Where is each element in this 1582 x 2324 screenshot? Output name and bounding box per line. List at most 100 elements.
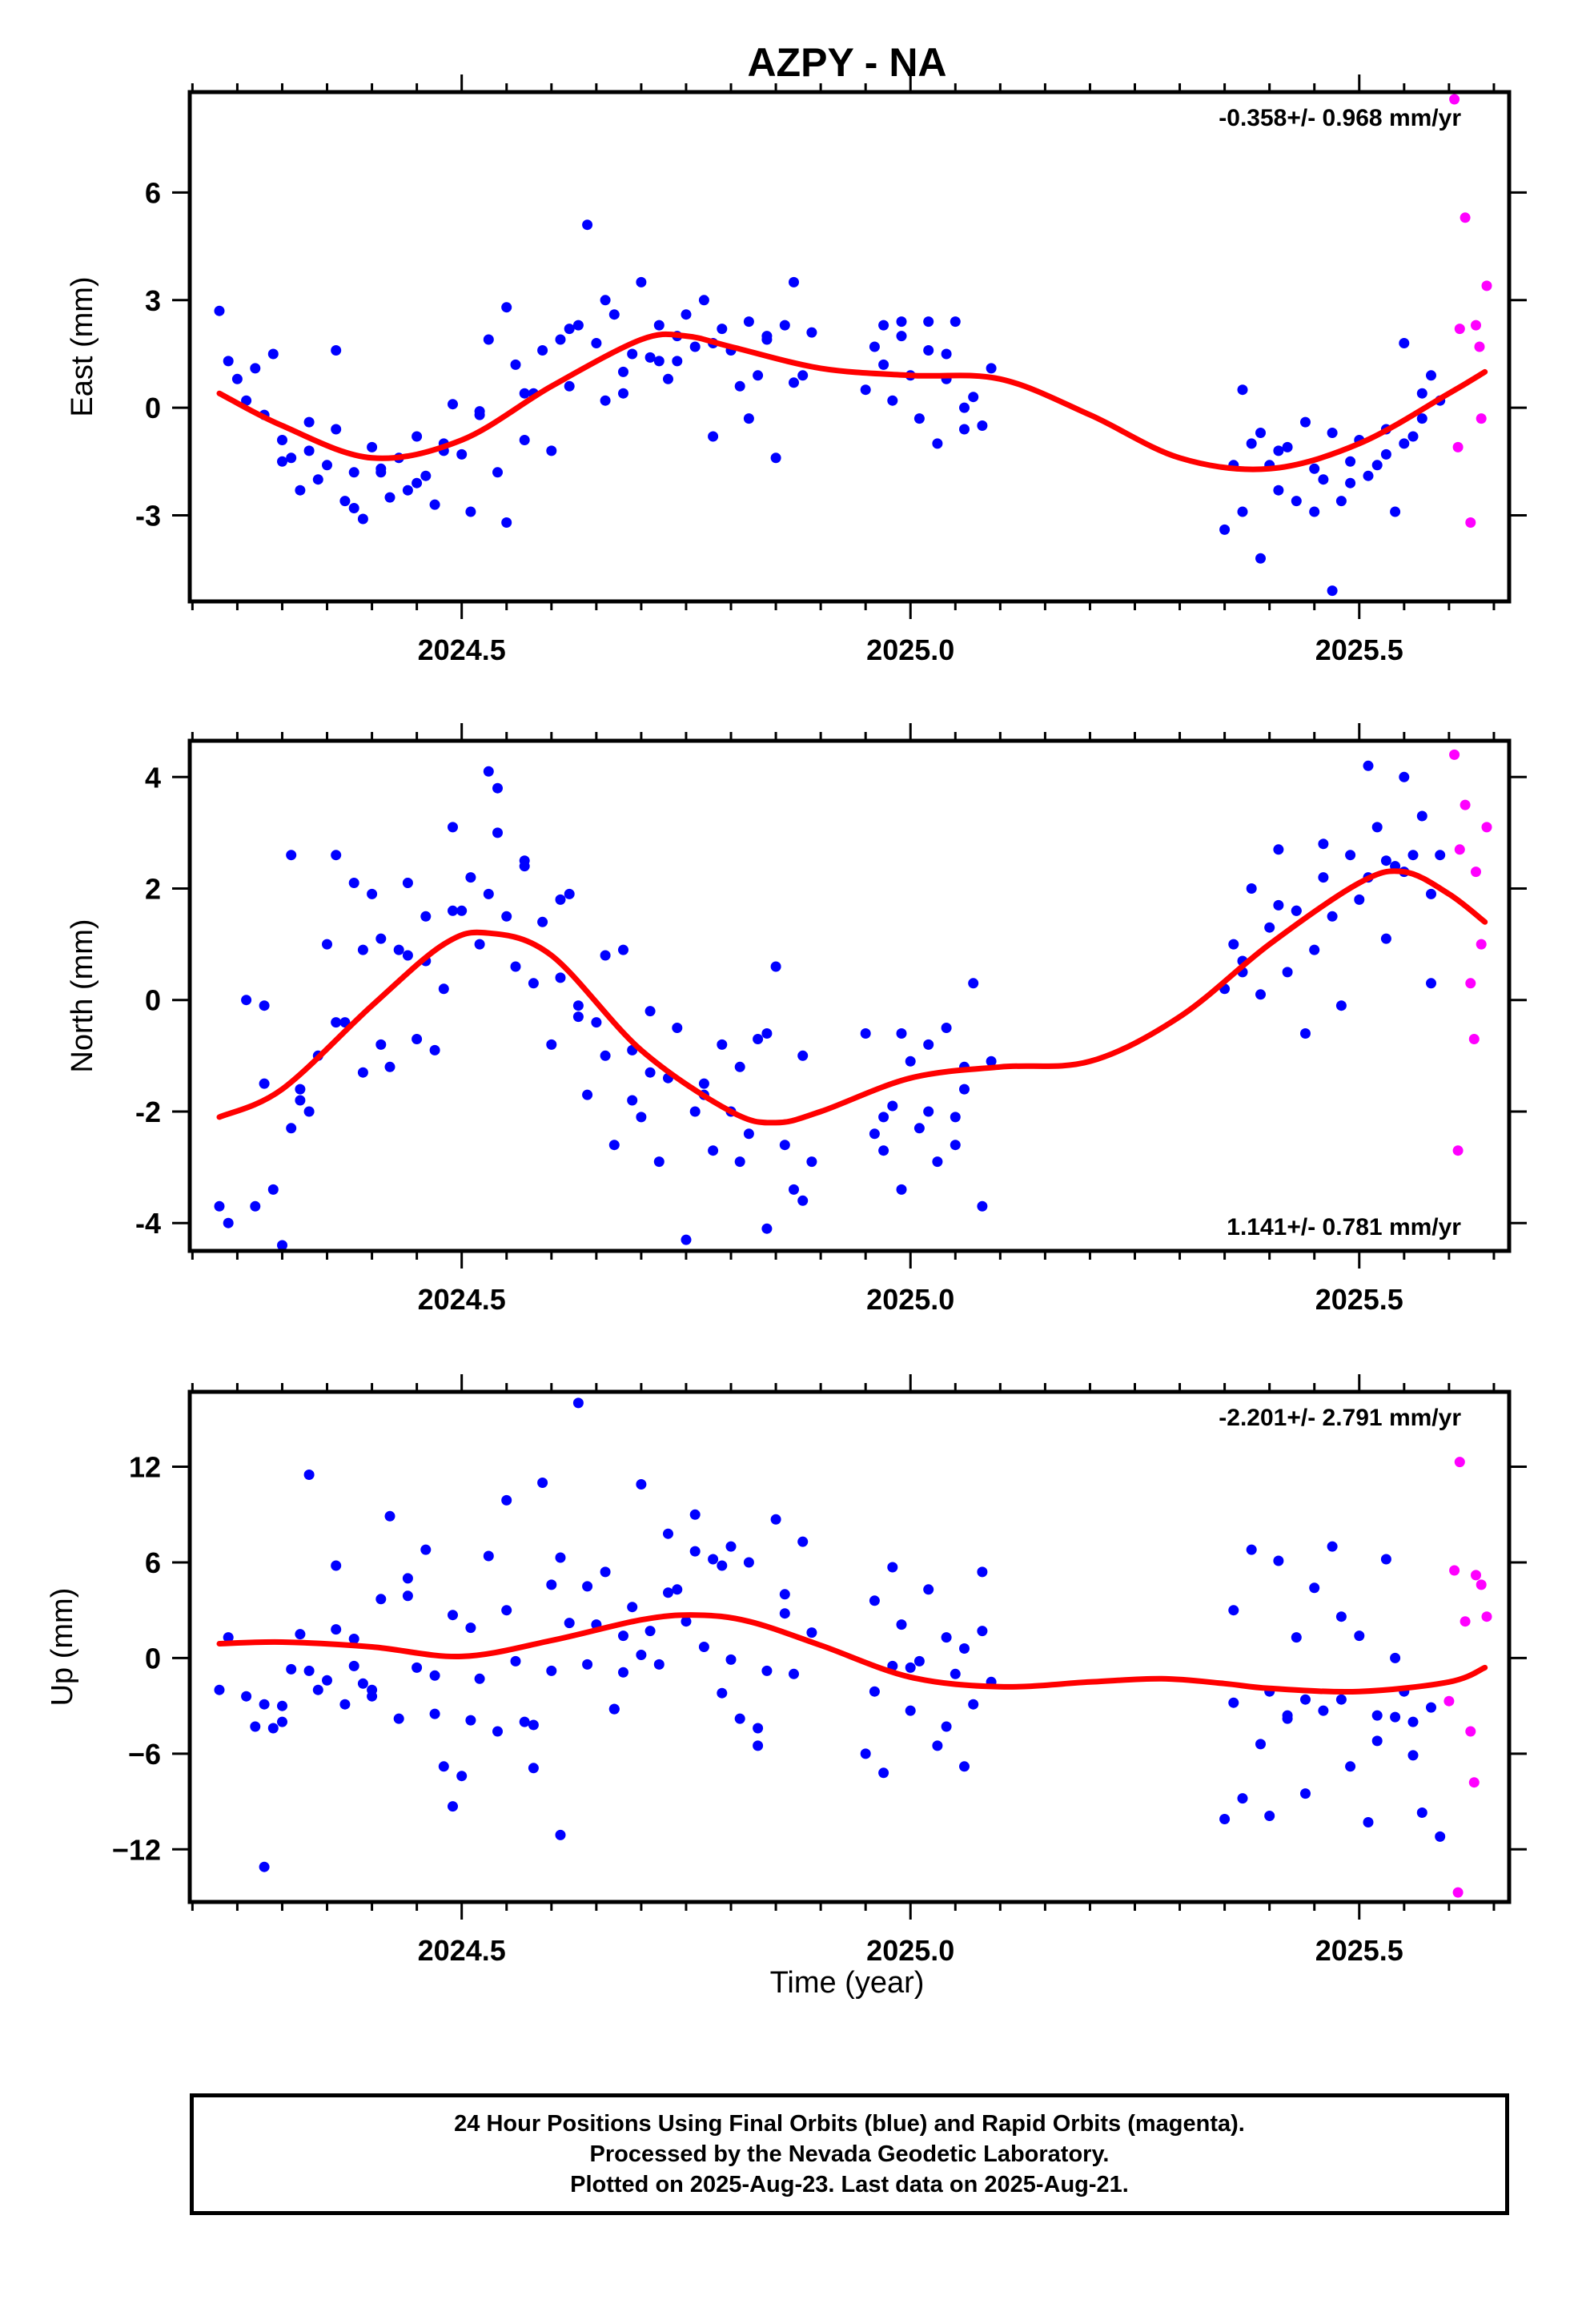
final-orbit-point	[375, 1594, 387, 1605]
x-tick-label: 2025.0	[866, 633, 954, 666]
final-orbit-point	[223, 1632, 234, 1643]
final-orbit-point	[1354, 1630, 1365, 1642]
y-tick-label: 2	[145, 872, 161, 905]
final-orbit-point	[1246, 438, 1257, 449]
final-orbit-point	[465, 506, 476, 517]
final-orbit-point	[789, 377, 799, 388]
final-orbit-point	[393, 1713, 404, 1724]
final-orbit-point	[295, 1084, 306, 1095]
final-orbit-point	[977, 420, 988, 431]
final-orbit-point	[717, 1039, 728, 1050]
final-orbit-point	[896, 331, 907, 342]
rapid-orbit-point	[1443, 1695, 1455, 1707]
final-orbit-point	[986, 1055, 997, 1067]
final-orbit-point	[698, 1642, 709, 1652]
final-orbit-point	[1273, 1555, 1284, 1566]
final-orbit-point	[214, 1684, 225, 1695]
final-orbit-point	[259, 1699, 270, 1710]
final-orbit-point	[348, 503, 359, 513]
x-tick-label: 2024.5	[418, 1934, 506, 1967]
final-orbit-point	[572, 1397, 584, 1409]
final-orbit-point	[555, 334, 566, 345]
final-orbit-point	[941, 1632, 952, 1643]
final-orbit-point	[653, 356, 665, 367]
final-orbit-point	[277, 1700, 287, 1711]
final-orbit-point	[1426, 888, 1436, 899]
final-orbit-point	[1246, 1544, 1257, 1555]
final-orbit-point	[761, 1223, 773, 1234]
final-orbit-point	[1335, 496, 1347, 507]
final-orbit-point	[510, 359, 521, 370]
final-orbit-point	[1390, 1711, 1401, 1723]
final-orbit-point	[1264, 1811, 1275, 1821]
final-orbit-point	[1300, 1028, 1311, 1039]
final-orbit-point	[348, 1634, 359, 1644]
final-orbit-point	[483, 1550, 494, 1562]
final-orbit-point	[1318, 872, 1329, 883]
final-orbit-point	[1255, 428, 1266, 438]
final-orbit-point	[384, 1510, 396, 1522]
final-orbit-point	[1363, 1817, 1374, 1827]
final-orbit-point	[375, 463, 387, 474]
final-orbit-point	[968, 392, 979, 403]
final-orbit-point	[689, 1509, 701, 1520]
final-orbit-point	[618, 366, 628, 377]
final-orbit-point	[1255, 1739, 1266, 1750]
rapid-orbit-point	[1471, 320, 1481, 331]
final-orbit-point	[331, 850, 342, 861]
final-orbit-point	[1228, 939, 1239, 950]
final-orbit-point	[402, 878, 413, 888]
rapid-orbit-point	[1449, 1565, 1460, 1576]
final-orbit-point	[591, 338, 602, 348]
final-orbit-point	[1335, 1000, 1347, 1011]
final-orbit-point	[357, 1678, 368, 1689]
plot-frame-up	[187, 1389, 1512, 1904]
final-orbit-point	[286, 452, 297, 464]
final-orbit-point	[636, 1479, 647, 1490]
final-orbit-point	[429, 499, 440, 510]
final-orbit-point	[322, 1675, 332, 1686]
final-orbit-point	[689, 341, 701, 352]
y-tick-label: 3	[145, 284, 161, 317]
final-orbit-point	[959, 1643, 970, 1654]
final-orbit-point	[636, 1650, 647, 1660]
final-orbit-point	[779, 1589, 790, 1600]
y-axis-label-up: Up (mm)	[46, 1588, 79, 1707]
final-orbit-point	[1246, 883, 1257, 894]
final-orbit-point	[1327, 911, 1338, 922]
final-orbit-point	[456, 905, 468, 916]
x-tick-label: 2024.5	[418, 1283, 506, 1316]
final-orbit-point	[878, 1767, 889, 1779]
final-orbit-point	[950, 1668, 961, 1679]
final-orbit-point	[267, 1184, 279, 1195]
x-tick-label: 2025.0	[866, 1283, 954, 1316]
final-orbit-point	[950, 316, 961, 328]
final-orbit-point	[1327, 1541, 1338, 1552]
final-orbit-point	[600, 950, 611, 961]
final-orbit-point	[1255, 989, 1266, 1000]
final-orbit-point	[582, 1659, 593, 1670]
final-orbit-point	[644, 352, 656, 363]
model-curve	[216, 1612, 1488, 1695]
final-orbit-point	[878, 1112, 889, 1123]
final-orbit-point	[779, 1608, 790, 1619]
final-orbit-point	[456, 1771, 468, 1782]
final-orbit-point	[1345, 456, 1356, 467]
final-orbit-point	[1282, 441, 1293, 452]
y-axis-label-north: North (mm)	[66, 919, 99, 1072]
final-orbit-point	[312, 474, 323, 485]
final-orbit-point	[708, 1554, 719, 1565]
final-orbit-point	[339, 1699, 351, 1710]
final-orbit-point	[582, 1089, 593, 1100]
rapid-orbit-point	[1460, 1616, 1471, 1627]
rapid-orbit-point	[1452, 1887, 1464, 1898]
final-orbit-point	[1273, 899, 1284, 911]
final-orbit-point	[492, 782, 503, 794]
final-orbit-point	[303, 445, 315, 456]
panels: 2024.5 2025.0 2025.5 -3 0 3 6 East (mm) -0.358+/…	[46, 74, 1527, 1967]
final-orbit-point	[869, 1595, 880, 1606]
rapid-orbit-point	[1471, 1570, 1481, 1581]
final-orbit-point	[932, 1156, 943, 1168]
final-orbit-point	[286, 1663, 297, 1675]
final-orbit-point	[672, 1584, 683, 1595]
